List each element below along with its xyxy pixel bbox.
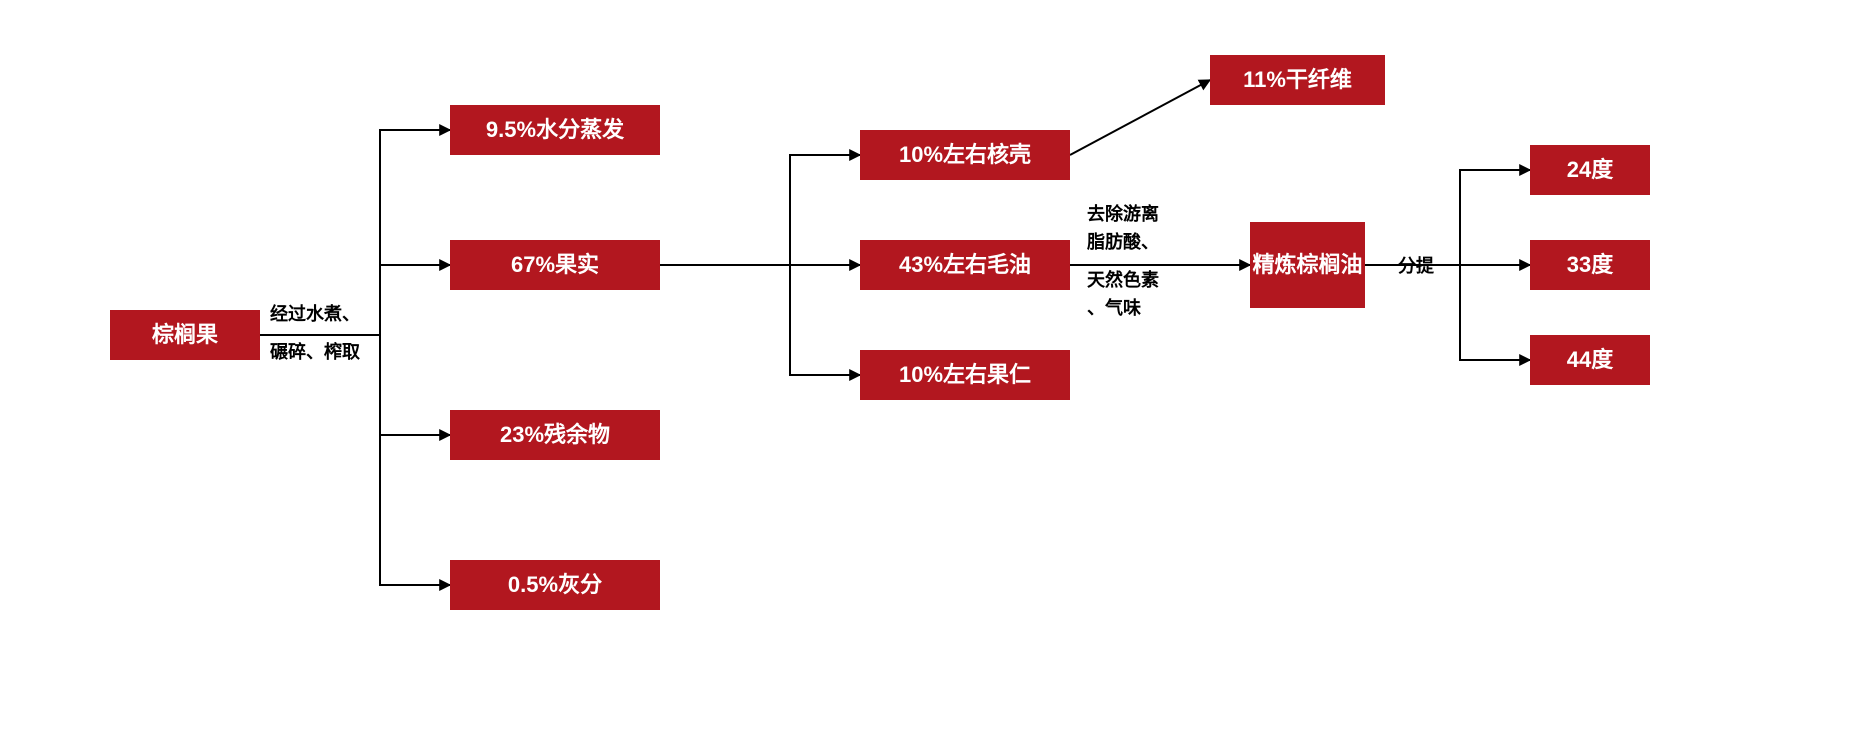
edge-refined-d24 bbox=[1365, 170, 1530, 265]
node-dryfiber: 11%干纤维 bbox=[1210, 55, 1385, 105]
label-process1_b: 碾碎、榨取 bbox=[270, 340, 360, 365]
edge-fruit-shell bbox=[660, 155, 860, 265]
edge-refined-d44 bbox=[1365, 265, 1530, 360]
node-evap: 9.5%水分蒸发 bbox=[450, 105, 660, 155]
node-crude: 43%左右毛油 bbox=[860, 240, 1070, 290]
node-ash: 0.5%灰分 bbox=[450, 560, 660, 610]
edge-fruit-kernel bbox=[660, 265, 860, 375]
node-root: 棕榈果 bbox=[110, 310, 260, 360]
label-remove_d: 、气味 bbox=[1087, 296, 1141, 321]
node-residue: 23%残余物 bbox=[450, 410, 660, 460]
node-d24: 24度 bbox=[1530, 145, 1650, 195]
edge-root-ash bbox=[260, 335, 450, 585]
label-process1_a: 经过水煮、 bbox=[270, 302, 360, 327]
label-remove_b: 脂肪酸、 bbox=[1087, 230, 1159, 255]
node-shell: 10%左右核壳 bbox=[860, 130, 1070, 180]
label-remove_c: 天然色素 bbox=[1087, 268, 1159, 293]
node-d33: 33度 bbox=[1530, 240, 1650, 290]
label-fracta: 分提 bbox=[1398, 254, 1434, 279]
node-d44: 44度 bbox=[1530, 335, 1650, 385]
node-fruit: 67%果实 bbox=[450, 240, 660, 290]
edge-shell-dryfiber bbox=[1070, 80, 1210, 155]
label-remove_a: 去除游离 bbox=[1087, 202, 1159, 227]
node-kernel: 10%左右果仁 bbox=[860, 350, 1070, 400]
node-refined: 精炼棕榈油 bbox=[1250, 222, 1365, 308]
